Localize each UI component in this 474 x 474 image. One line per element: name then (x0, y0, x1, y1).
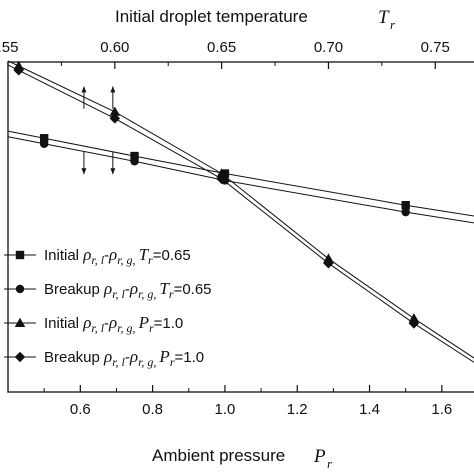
legend-sub-2: r, g, (117, 253, 138, 267)
bottom-tick-label: 1.4 (359, 401, 380, 418)
top-tick-label: 0.75 (421, 39, 450, 56)
arrow-head (81, 168, 87, 175)
marker-circle (15, 284, 25, 294)
marker-triangle (109, 106, 121, 116)
marker-triangle (216, 168, 227, 178)
series-line (7, 136, 474, 224)
legend-sep: - (104, 315, 109, 332)
top-tick-label: 0.60 (100, 39, 129, 56)
bottom-tick-label: 0.8 (142, 401, 163, 418)
annotations (81, 86, 116, 175)
legend-cond-var: T (159, 279, 170, 298)
marker-square (130, 151, 139, 161)
series-line (7, 130, 474, 217)
bottom-axis-variable: P (313, 446, 326, 467)
legend-label: Breakup ρr, l-ρr, g, Tr=0.65 (44, 279, 212, 301)
marker-diamond (323, 258, 334, 269)
legend-sub-2: r, g, (138, 287, 159, 301)
legend-rho-1: ρ (103, 279, 112, 298)
arrow-head (110, 168, 116, 175)
bottom-tick-label: 1.0 (214, 401, 235, 418)
arrow-head (110, 86, 116, 93)
marker-diamond (408, 318, 420, 329)
legend-sub-1: r, l (91, 321, 104, 335)
bottom-tick-label: 1.2 (287, 401, 308, 418)
legend-rho-2: ρ (129, 347, 138, 366)
marker-diamond (13, 65, 24, 76)
legend-cond-value: =1.0 (154, 315, 184, 332)
legend-cond-var: P (158, 347, 169, 366)
marker-circle (401, 207, 410, 217)
legend-rho-1: ρ (103, 347, 112, 366)
marker-circle (130, 157, 139, 166)
top-axis-title-text: Initial droplet temperature (115, 7, 308, 26)
marker-triangle (408, 313, 420, 323)
legend-sub-2: r, g, (117, 321, 138, 335)
marker-square (39, 134, 49, 143)
marker-diamond (109, 113, 121, 124)
legend-cond-sub: r (149, 321, 154, 335)
legend-label: Breakup ρr, l-ρr, g, Pr=1.0 (44, 347, 204, 369)
marker-triangle (14, 317, 26, 327)
bottom-axis-title: Ambient pressure P r (152, 446, 333, 471)
legend-cond-sub: r (148, 253, 153, 267)
legend-cond-var: P (138, 313, 149, 332)
legend-sub-1: r, l (112, 355, 125, 369)
legend-rho-1: ρ (82, 313, 91, 332)
top-ticks: .55 0.60 0.65 0.70 0.75 (0, 39, 450, 69)
legend-word: Initial (44, 247, 83, 264)
top-tick-label: 0.65 (207, 39, 236, 56)
legend-rho-2: ρ (108, 313, 117, 332)
legend-sub-1: r, l (91, 253, 104, 267)
legend-word: Breakup (44, 281, 104, 298)
legend-sub-2: r, g, (138, 355, 159, 369)
legend-label: Initial ρr, l-ρr, g, Pr=1.0 (44, 313, 183, 335)
bottom-axis-subscript: r (327, 456, 333, 471)
marker-square (15, 250, 25, 260)
legend-cond-value: =0.65 (174, 281, 212, 298)
legend-cond-sub: r (169, 287, 174, 301)
legend-word: Initial (44, 315, 83, 332)
marker-square (401, 201, 410, 210)
legend-rho-2: ρ (108, 245, 117, 264)
legend-cond-var: T (139, 245, 150, 264)
top-tick-label: .55 (0, 39, 18, 56)
legend-rho-2: ρ (129, 279, 138, 298)
marker-circle (39, 139, 49, 149)
bottom-tick-label: 0.6 (70, 401, 91, 418)
marker-triangle (323, 253, 334, 263)
top-tick-label: 0.70 (314, 39, 343, 56)
bottom-axis-title-text: Ambient pressure (152, 446, 285, 465)
legend-cond-value: =0.65 (153, 247, 191, 264)
legend-cond-value: =1.0 (174, 349, 204, 366)
bottom-tick-label: 1.6 (431, 401, 452, 418)
marker-diamond (14, 351, 26, 363)
series-markers (13, 60, 420, 329)
legend-sub-1: r, l (112, 287, 125, 301)
legend-rho-1: ρ (82, 245, 91, 264)
legend-sep: - (125, 349, 130, 366)
legend-sep: - (104, 247, 109, 264)
legend-word: Breakup (44, 349, 104, 366)
legend-label: Initial ρr, l-ρr, g, Tr=0.65 (44, 245, 191, 267)
marker-square (220, 169, 230, 178)
top-axis-variable: T (378, 7, 390, 28)
top-axis-subscript: r (390, 17, 396, 32)
marker-diamond (216, 173, 227, 185)
legend-sep: - (125, 281, 130, 298)
top-axis-title: Initial droplet temperature T r (115, 7, 396, 32)
legend-cond-sub: r (170, 355, 175, 369)
plot-frame (7, 61, 474, 393)
bottom-ticks: 0.6 0.8 1.0 1.2 1.4 1.6 (43, 385, 452, 418)
arrow-head (81, 86, 87, 93)
